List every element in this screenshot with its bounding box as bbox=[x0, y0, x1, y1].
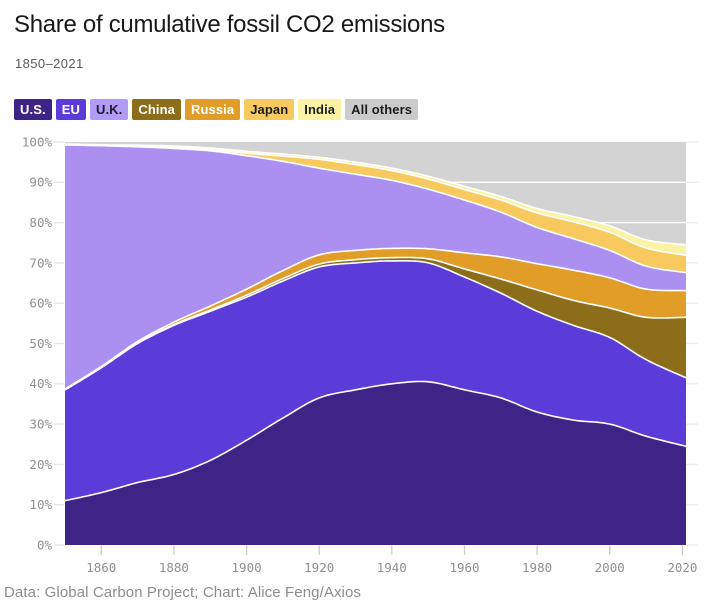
x-tick-label-1960: 1960 bbox=[449, 560, 479, 575]
legend-item-uk: U.K. bbox=[89, 99, 129, 120]
y-tick-label-10%: 10% bbox=[29, 497, 52, 512]
grid-stubs bbox=[54, 141, 698, 546]
y-tick-label-30%: 30% bbox=[29, 417, 52, 432]
chart-title: Share of cumulative fossil CO2 emissions bbox=[14, 11, 445, 38]
x-tick-label-1900: 1900 bbox=[232, 560, 262, 575]
x-tick-label-1980: 1980 bbox=[522, 560, 552, 575]
boundary-russia-top bbox=[64, 247, 687, 390]
x-axis: 1860 1880 1900 1920 1940 1960 1980 2000 2020 bbox=[86, 545, 697, 575]
x-tick-label-2000: 2000 bbox=[595, 560, 625, 575]
y-tick-label-100%: 100% bbox=[22, 134, 53, 149]
x-tick-label-1920: 1920 bbox=[304, 560, 334, 575]
x-tick-label-1860: 1860 bbox=[86, 560, 116, 575]
boundary-india-top bbox=[64, 143, 687, 246]
area-us bbox=[65, 381, 686, 545]
x-tick-label-1880: 1880 bbox=[159, 560, 189, 575]
y-tick-label-50%: 50% bbox=[29, 336, 52, 351]
y-tick-label-90%: 90% bbox=[29, 175, 52, 190]
boundary-japan-top bbox=[64, 144, 687, 256]
legend-item-eu: EU bbox=[55, 99, 86, 120]
legend-item-all-others: All others bbox=[345, 99, 419, 120]
y-axis: 0% 10% 20% 30% 40% 50% 60% 70% 80% 90% 100% bbox=[22, 134, 53, 552]
area-russia bbox=[65, 248, 686, 390]
series-separators bbox=[64, 143, 687, 502]
legend-item-japan: Japan bbox=[244, 99, 295, 120]
boundary-us-top bbox=[64, 380, 687, 502]
legend: U.S. EU U.K. China Russia Japan India All other… bbox=[14, 99, 419, 120]
area-china bbox=[65, 257, 686, 390]
x-tick-label-2020: 2020 bbox=[667, 560, 697, 575]
source-caption: Data: Global Carbon Project; Chart: Alic… bbox=[4, 584, 362, 601]
area-uk bbox=[65, 144, 686, 389]
legend-item-china: China bbox=[132, 99, 181, 120]
y-tick-label-70%: 70% bbox=[29, 255, 52, 270]
chart-subtitle: 1850–2021 bbox=[15, 56, 84, 71]
area-eu bbox=[65, 260, 686, 501]
x-tick-label-1940: 1940 bbox=[377, 560, 407, 575]
y-tick-label-40%: 40% bbox=[29, 376, 52, 391]
y-tick-label-80%: 80% bbox=[29, 215, 52, 230]
y-tick-label-0%: 0% bbox=[37, 537, 53, 552]
area-all-others bbox=[65, 142, 686, 245]
legend-item-us: U.S. bbox=[14, 99, 52, 120]
legend-item-russia: Russia bbox=[184, 99, 241, 120]
y-tick-label-20%: 20% bbox=[29, 457, 52, 472]
boundary-china-top bbox=[64, 256, 687, 391]
area-japan bbox=[65, 144, 686, 273]
area-india bbox=[65, 144, 686, 256]
y-tick-label-60%: 60% bbox=[29, 296, 52, 311]
legend-item-india: India bbox=[298, 99, 342, 120]
